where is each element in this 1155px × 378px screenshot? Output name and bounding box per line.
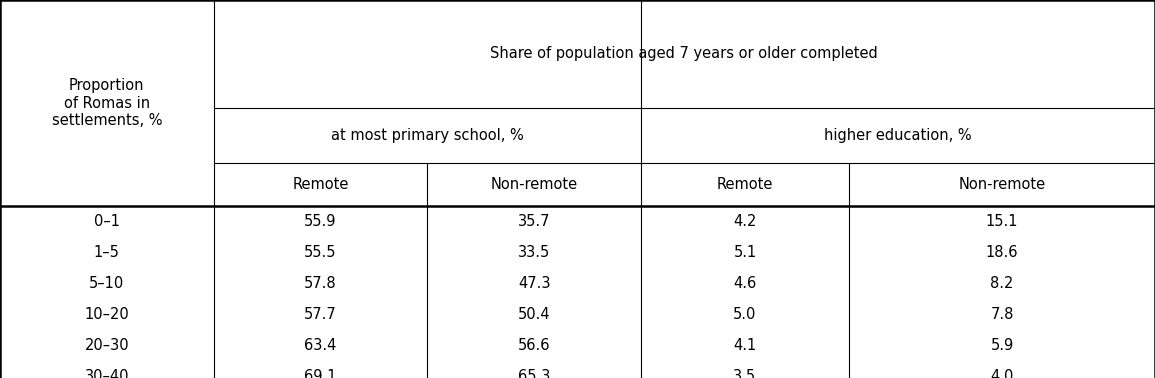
Text: 69.1: 69.1 (304, 369, 337, 378)
Text: 50.4: 50.4 (517, 307, 551, 322)
Text: 7.8: 7.8 (990, 307, 1014, 322)
Text: 8.2: 8.2 (990, 276, 1014, 291)
Text: 3.5: 3.5 (733, 369, 757, 378)
Text: Share of population aged 7 years or older completed: Share of population aged 7 years or olde… (491, 46, 878, 61)
Text: 0–1: 0–1 (94, 214, 120, 229)
Text: 1–5: 1–5 (94, 245, 120, 260)
Text: 5.1: 5.1 (733, 245, 757, 260)
Text: higher education, %: higher education, % (825, 128, 971, 143)
Text: 10–20: 10–20 (84, 307, 129, 322)
Text: 18.6: 18.6 (985, 245, 1019, 260)
Text: 63.4: 63.4 (304, 338, 337, 353)
Text: 15.1: 15.1 (985, 214, 1019, 229)
Text: 56.6: 56.6 (517, 338, 551, 353)
Text: 35.7: 35.7 (517, 214, 551, 229)
Text: Proportion
of Romas in
settlements, %: Proportion of Romas in settlements, % (52, 78, 162, 128)
Text: 20–30: 20–30 (84, 338, 129, 353)
Text: 5.9: 5.9 (990, 338, 1014, 353)
Text: 4.2: 4.2 (733, 214, 757, 229)
Text: Remote: Remote (717, 177, 773, 192)
Text: 33.5: 33.5 (519, 245, 550, 260)
Text: 4.6: 4.6 (733, 276, 757, 291)
Text: at most primary school, %: at most primary school, % (331, 128, 523, 143)
Text: Non-remote: Non-remote (959, 177, 1045, 192)
Text: 55.9: 55.9 (304, 214, 337, 229)
Text: 5.0: 5.0 (733, 307, 757, 322)
Text: 65.3: 65.3 (517, 369, 551, 378)
Text: 4.0: 4.0 (990, 369, 1014, 378)
Text: 55.5: 55.5 (304, 245, 337, 260)
Text: 5–10: 5–10 (89, 276, 125, 291)
Text: Non-remote: Non-remote (491, 177, 578, 192)
Text: 47.3: 47.3 (517, 276, 551, 291)
Text: 57.8: 57.8 (304, 276, 337, 291)
Text: Remote: Remote (292, 177, 349, 192)
Text: 30–40: 30–40 (84, 369, 129, 378)
Text: 57.7: 57.7 (304, 307, 337, 322)
Text: 4.1: 4.1 (733, 338, 757, 353)
